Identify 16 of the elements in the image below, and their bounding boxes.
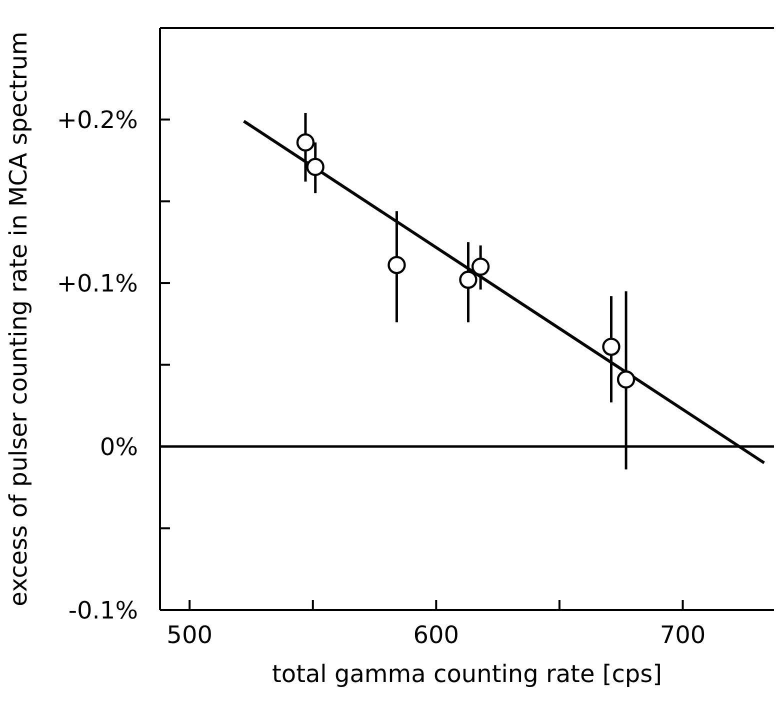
- point: [459, 270, 478, 289]
- point: [306, 158, 324, 176]
- point: [602, 338, 620, 356]
- x-tick-label: 600: [413, 621, 460, 650]
- y-axis-title: excess of pulser counting rate in MCA spectrum: [4, 32, 33, 606]
- y-tick-label: 0%: [100, 433, 138, 462]
- point: [388, 256, 406, 274]
- point: [296, 133, 315, 152]
- y-tick-label: -0.1%: [68, 596, 138, 625]
- point: [471, 258, 490, 276]
- y-tick-label: +0.2%: [56, 106, 138, 134]
- x-tick-label: 700: [660, 621, 706, 650]
- x-axis-title: total gamma counting rate [cps]: [272, 660, 662, 688]
- point: [616, 370, 636, 389]
- x-tick-label: 500: [166, 621, 212, 650]
- y-tick-label: +0.1%: [56, 270, 138, 298]
